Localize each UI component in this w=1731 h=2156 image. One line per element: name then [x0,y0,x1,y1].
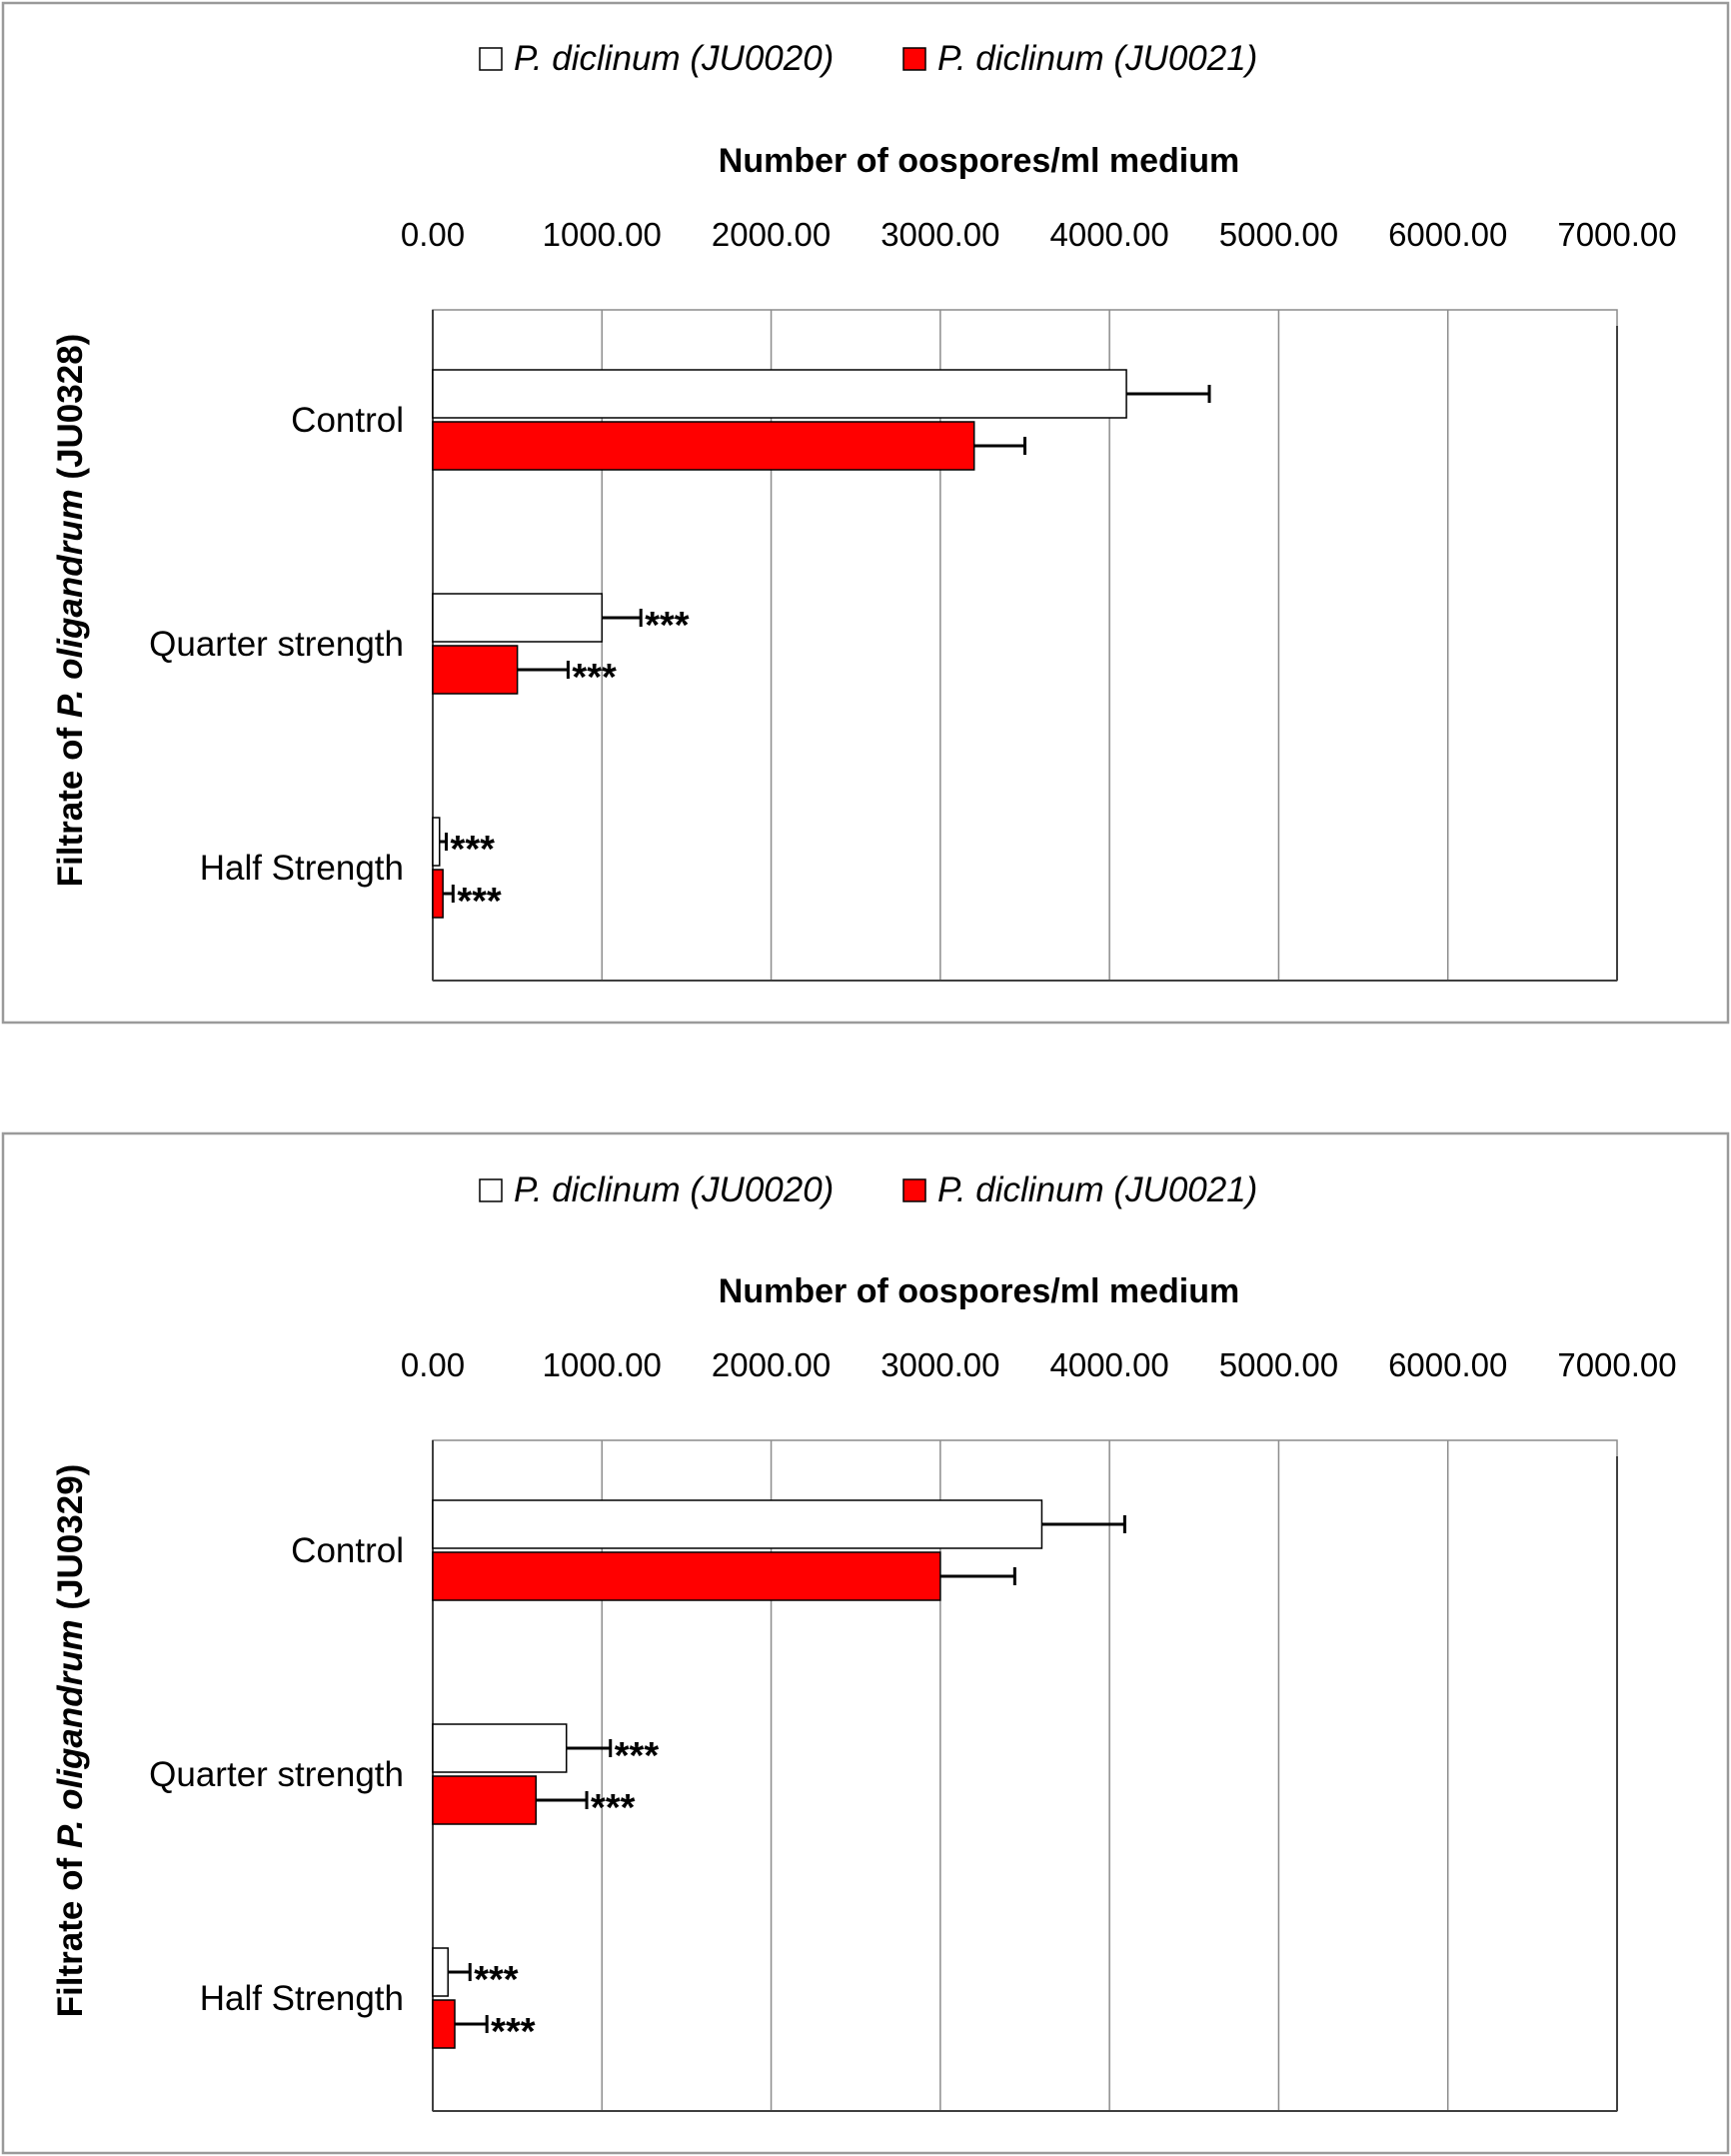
x-tick-label: 6000.00 [1388,1346,1507,1383]
significance-label: *** [474,1959,519,2001]
y-axis-title-species: P. oligandrum [51,489,90,718]
chart-frame [1,1,1730,1025]
bar [432,645,519,695]
legend-swatch [902,47,926,71]
legend-swatch [902,1178,926,1202]
bar [432,869,444,919]
x-tick-label: 0.00 [401,216,465,253]
x-axis-title: Number of oospores/ml medium [719,1272,1239,1310]
significance-label: *** [615,1735,660,1777]
y-axis-title-suffix: (JU0328) [51,334,90,490]
significance-label: *** [491,2011,536,2053]
bar [432,1775,538,1825]
x-tick-label: 4000.00 [1049,216,1168,253]
y-axis-title-suffix: (JU0329) [51,1464,90,1620]
y-axis-title-prefix: Filtrate of [51,718,90,887]
y-axis-title-prefix: Filtrate of [51,1848,90,2017]
significance-label: *** [591,1787,636,1829]
x-tick-label: 7000.00 [1557,216,1676,253]
chart-frame [1,1131,1730,2155]
legend-entry: P. diclinum (JU0020) [514,39,834,78]
category-label: Half Strength [200,849,404,888]
x-tick-label: 0.00 [401,1346,465,1383]
category-label: Quarter strength [149,1755,404,1794]
bar [432,817,441,867]
legend-entry: P. diclinum (JU0020) [514,1170,834,1209]
bar [432,593,604,643]
bar [432,1947,449,1997]
bar [432,1551,941,1601]
x-tick-label: 6000.00 [1388,216,1507,253]
significance-label: *** [645,605,690,647]
bar [432,1723,568,1773]
bar [432,1999,456,2049]
legend-swatch [479,47,503,71]
category-label: Control [291,1531,404,1570]
significance-label: *** [451,829,496,871]
x-tick-label: 3000.00 [880,216,999,253]
bar [432,369,1127,419]
x-tick-label: 1000.00 [543,216,662,253]
x-tick-label: 5000.00 [1219,216,1338,253]
x-tick-label: 4000.00 [1049,1346,1168,1383]
category-label: Quarter strength [149,625,404,664]
category-label: Half Strength [200,1979,404,2018]
x-axis-title: Number of oospores/ml medium [719,142,1239,180]
x-tick-label: 3000.00 [880,1346,999,1383]
x-tick-label: 5000.00 [1219,1346,1338,1383]
x-tick-label: 2000.00 [712,216,831,253]
category-label: Control [291,401,404,440]
chart-panel-2: 0.00 1000.00 2000.00 3000.00 4000.00 5000.00 6… [1,1131,1730,2155]
x-tick-label: 7000.00 [1557,1346,1676,1383]
legend-swatch [479,1178,503,1202]
legend-entry: P. diclinum (JU0021) [937,39,1257,78]
x-tick-label: 1000.00 [543,1346,662,1383]
bar [432,1499,1043,1549]
x-tick-label: 2000.00 [712,1346,831,1383]
chart-panel-1: 0.00 1000.00 2000.00 3000.00 4000.00 5000.00 6… [1,1,1730,1025]
significance-label: *** [572,657,617,699]
significance-label: *** [457,881,502,923]
legend-entry: P. diclinum (JU0021) [937,1170,1257,1209]
y-axis-title-species: P. oligandrum [51,1619,90,1848]
y-axis-title: Filtrate of P. oligandrum (JU0329) [51,1464,90,2018]
bar [432,421,975,471]
y-axis-title: Filtrate of P. oligandrum (JU0328) [51,334,90,888]
